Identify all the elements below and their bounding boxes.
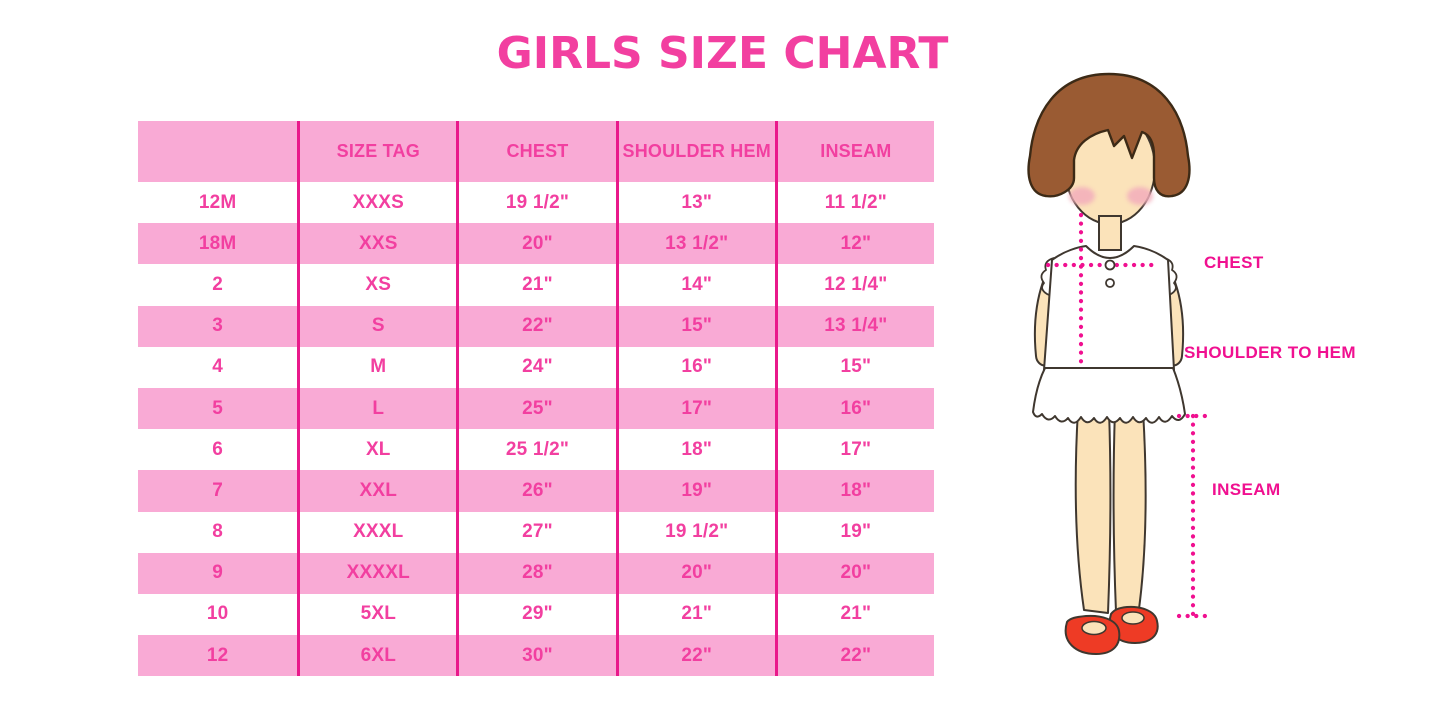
page-title: GIRLS SIZE CHART [496,28,949,79]
table-cell: 2 [138,264,298,306]
table-cell: 19" [615,470,775,512]
table-cell: 13" [615,182,775,224]
table-cell: 16" [774,387,934,430]
table-cell: 25" [456,387,616,430]
table-cell: XL [297,429,457,471]
table-cell: 27" [456,511,616,553]
table-cell: 16" [615,346,775,388]
table-cell: 29" [456,593,616,636]
table-cell: 18" [615,429,775,471]
table-cell: 19 1/2" [456,182,616,224]
table-cell: 20" [456,223,616,265]
table-cell: XXL [297,470,457,512]
table-cell: 11 1/2" [774,182,934,224]
table-cell: 12 1/4" [774,264,934,306]
table-cell: XXS [297,223,457,265]
header-cell [138,121,298,182]
table-cell: 13 1/4" [774,305,934,347]
blush-right [1127,187,1153,205]
table-cell: XS [297,264,457,306]
table-cell: 19" [774,511,934,553]
table-cell: L [297,387,457,430]
table-cell: 21" [774,593,934,636]
table-cell: 17" [615,387,775,430]
table-cell: 5 [138,387,298,430]
table-cell: 21" [615,593,775,636]
header-cell: SIZE TAG [297,121,457,182]
table-cell: 8 [138,511,298,553]
table-cell: 20" [615,552,775,594]
table-cell: 6XL [297,635,457,677]
chest-label: CHEST [1204,253,1264,272]
button-bottom [1105,278,1115,288]
header-cell: CHEST [456,121,616,182]
table-cell: 20" [774,552,934,594]
table-cell: 15" [774,346,934,388]
table-cell: XXXS [297,182,457,224]
table-cell: 18M [138,223,298,265]
table-cell: 21" [456,264,616,306]
table-cell: 14" [615,264,775,306]
table-cell: S [297,305,457,347]
table-cell: XXXXL [297,552,457,594]
table-cell: 22" [615,635,775,677]
table-cell: 10 [138,593,298,636]
skirt-shape [1032,367,1186,424]
hair-shape [1027,72,1191,198]
top-shape [1043,245,1175,371]
table-cell: 5XL [297,593,457,636]
blush-left [1069,187,1095,205]
leg-right [1112,409,1147,613]
table-cell: 28" [456,552,616,594]
table-cell: 7 [138,470,298,512]
table-cell: 30" [456,635,616,677]
table-cell: 12" [774,223,934,265]
table-cell: 17" [774,429,934,471]
inseam-label: INSEAM [1212,480,1281,499]
shoe-right [1108,605,1159,644]
table-cell: 24" [456,346,616,388]
shoe-right-opening [1121,611,1145,625]
table-cell: 12 [138,635,298,677]
leg-left [1074,409,1112,614]
table-cell: 13 1/2" [615,223,775,265]
table-cell: 15" [615,305,775,347]
table-cell: 12M [138,182,298,224]
table-cell: 19 1/2" [615,511,775,553]
table-cell: 3 [138,305,298,347]
header-cell: SHOULDER HEM [615,121,775,182]
shoe-left-opening [1081,620,1107,636]
neck-shape [1098,215,1122,251]
table-cell: 4 [138,346,298,388]
table-cell: 18" [774,470,934,512]
size-table: SIZE TAG CHEST SHOULDER HEM INSEAM 12M XXXS 19… [138,121,934,677]
table-cell: XXXL [297,511,457,553]
header-cell: INSEAM [774,121,934,182]
button-top [1104,259,1116,271]
table-cell: 22" [774,635,934,677]
table-cell: 26" [456,470,616,512]
girl-illustration [1027,72,1210,655]
shoulder-to-hem-label: SHOULDER TO HEM [1184,343,1356,362]
table-cell: 6 [138,429,298,471]
table-cell: 22" [456,305,616,347]
table-cell: M [297,346,457,388]
table-cell: 25 1/2" [456,429,616,471]
table-cell: 9 [138,552,298,594]
